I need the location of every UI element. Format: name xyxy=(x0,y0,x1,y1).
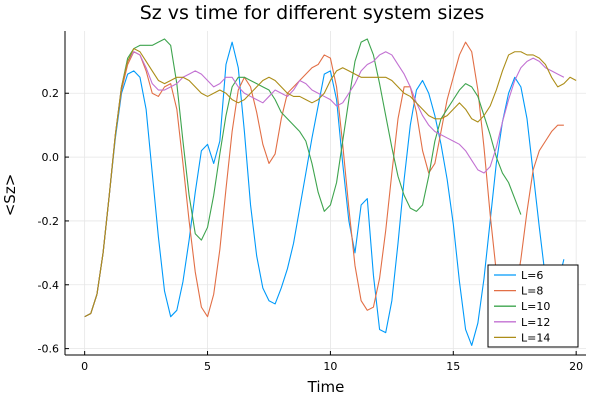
plot-frame xyxy=(64,31,586,356)
x-axis-ticks: 0 5 10 15 20 xyxy=(81,351,583,373)
legend-label: L=8 xyxy=(521,285,543,298)
legend: L=6 L=8 L=10 L=12 L=14 xyxy=(487,264,579,348)
series-line-l8 xyxy=(84,41,564,318)
x-tick-label: 15 xyxy=(446,360,460,373)
x-tick-label: 5 xyxy=(204,360,211,373)
y-tick-label: -0.2 xyxy=(38,215,59,228)
series-line-l10 xyxy=(84,38,522,318)
x-tick-label: 20 xyxy=(569,360,583,373)
legend-label: L=14 xyxy=(521,331,550,344)
legend-label: L=10 xyxy=(521,300,550,313)
series-line-l12 xyxy=(84,51,565,318)
legend-label: L=12 xyxy=(521,316,550,329)
plot-area xyxy=(84,38,577,346)
y-axis-ticks: -0.6 -0.4 -0.2 0.0 0.2 xyxy=(38,87,69,356)
y-axis-label: <Sz> xyxy=(1,174,19,217)
y-tick-label: -0.6 xyxy=(38,343,59,356)
series-group xyxy=(84,38,577,346)
y-tick-label: -0.4 xyxy=(38,279,59,292)
y-tick-label: 0.2 xyxy=(42,87,60,100)
x-tick-label: 0 xyxy=(81,360,88,373)
chart-title: Sz vs time for different system sizes xyxy=(140,2,485,24)
y-tick-label: 0.0 xyxy=(42,151,60,164)
series-line-l14 xyxy=(84,48,577,318)
grid-lines xyxy=(65,31,586,355)
x-axis-label: Time xyxy=(307,378,345,396)
legend-label: L=6 xyxy=(521,269,543,282)
series-line-l6 xyxy=(84,41,565,346)
x-tick-label: 10 xyxy=(323,360,337,373)
